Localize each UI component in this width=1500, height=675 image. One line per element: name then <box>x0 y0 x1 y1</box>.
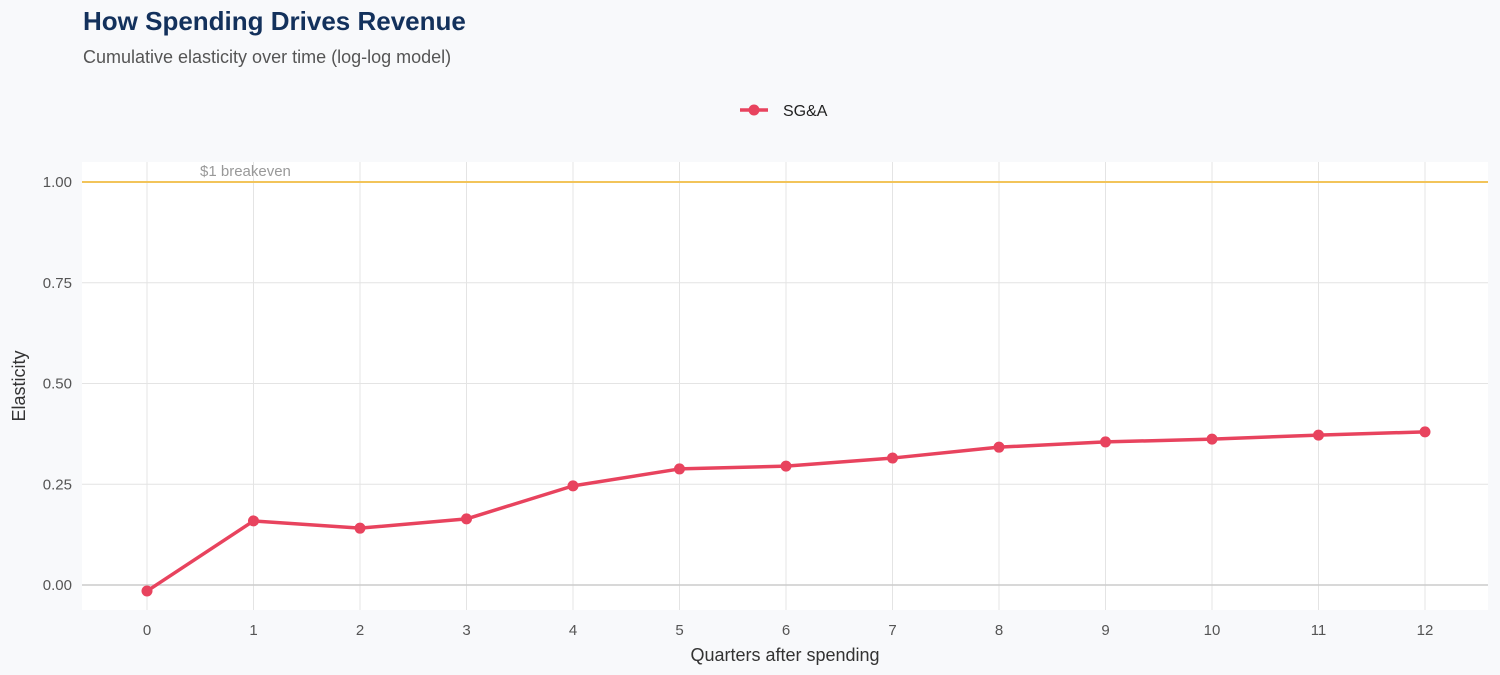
y-tick-label: 1.00 <box>43 174 72 191</box>
x-tick-label: 12 <box>1417 622 1434 639</box>
data-point <box>674 463 685 475</box>
data-point <box>1100 436 1111 448</box>
data-point <box>461 513 472 525</box>
data-point <box>780 460 792 472</box>
breakeven-label: $1 breakeven <box>200 163 291 180</box>
y-tick-label: 0.75 <box>43 275 72 292</box>
y-tick-label: 0.25 <box>43 476 72 493</box>
x-tick-label: 6 <box>782 622 790 639</box>
y-tick-label: 0.00 <box>43 577 72 594</box>
x-tick-label: 11 <box>1311 622 1327 639</box>
x-tick-label: 5 <box>675 622 683 639</box>
chart-title: How Spending Drives Revenue <box>83 6 466 36</box>
legend-marker <box>748 104 760 116</box>
x-tick-label: 2 <box>356 622 364 639</box>
y-tick-label: 0.50 <box>43 376 72 393</box>
x-tick-label: 1 <box>249 622 257 639</box>
data-point <box>1419 426 1431 438</box>
data-point <box>1313 429 1324 441</box>
plot-panel <box>82 162 1488 610</box>
x-tick-label: 9 <box>1101 622 1109 639</box>
x-tick-label: 10 <box>1204 622 1221 639</box>
y-axis-label: Elasticity <box>9 350 29 421</box>
data-point <box>141 585 153 597</box>
x-tick-label: 3 <box>462 622 470 639</box>
x-tick-label: 7 <box>888 622 896 639</box>
data-point <box>567 480 579 492</box>
x-tick-label: 4 <box>569 622 577 639</box>
x-tick-label: 0 <box>143 622 151 639</box>
legend-label: SG&A <box>783 103 828 120</box>
data-point <box>993 441 1005 453</box>
data-point <box>1206 433 1218 445</box>
data-point <box>887 452 898 464</box>
chart-subtitle: Cumulative elasticity over time (log-log… <box>83 47 452 67</box>
x-tick-label: 8 <box>995 622 1003 639</box>
data-point <box>354 522 366 534</box>
data-point <box>248 515 259 527</box>
x-axis-label: Quarters after spending <box>690 645 879 665</box>
